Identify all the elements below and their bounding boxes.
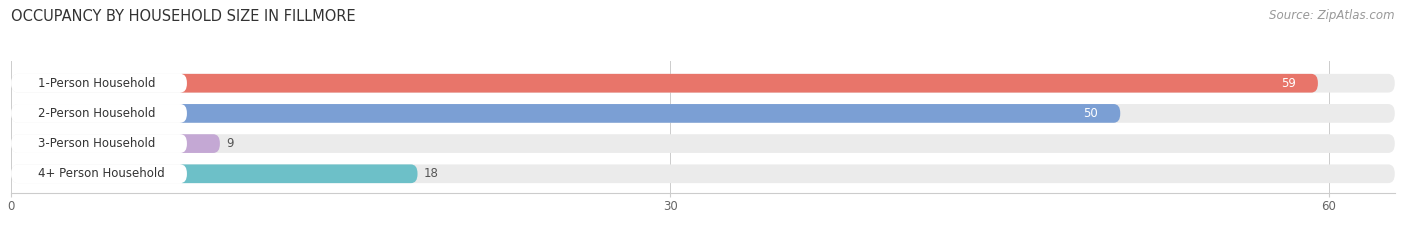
FancyBboxPatch shape bbox=[176, 134, 219, 153]
FancyBboxPatch shape bbox=[11, 74, 1395, 93]
FancyBboxPatch shape bbox=[11, 164, 187, 183]
Text: 50: 50 bbox=[1084, 107, 1098, 120]
FancyBboxPatch shape bbox=[176, 164, 418, 183]
Text: OCCUPANCY BY HOUSEHOLD SIZE IN FILLMORE: OCCUPANCY BY HOUSEHOLD SIZE IN FILLMORE bbox=[11, 9, 356, 24]
FancyBboxPatch shape bbox=[11, 104, 187, 123]
FancyBboxPatch shape bbox=[176, 74, 1317, 93]
Text: Source: ZipAtlas.com: Source: ZipAtlas.com bbox=[1270, 9, 1395, 22]
FancyBboxPatch shape bbox=[11, 104, 1395, 123]
FancyBboxPatch shape bbox=[11, 164, 1395, 183]
Text: 3-Person Household: 3-Person Household bbox=[38, 137, 155, 150]
FancyBboxPatch shape bbox=[11, 74, 187, 93]
FancyBboxPatch shape bbox=[176, 104, 1121, 123]
Text: 2-Person Household: 2-Person Household bbox=[38, 107, 155, 120]
FancyBboxPatch shape bbox=[11, 134, 1395, 153]
Text: 4+ Person Household: 4+ Person Household bbox=[38, 167, 165, 180]
Text: 1-Person Household: 1-Person Household bbox=[38, 77, 155, 90]
Text: 9: 9 bbox=[226, 137, 233, 150]
Text: 59: 59 bbox=[1281, 77, 1296, 90]
Text: 18: 18 bbox=[425, 167, 439, 180]
FancyBboxPatch shape bbox=[11, 134, 187, 153]
